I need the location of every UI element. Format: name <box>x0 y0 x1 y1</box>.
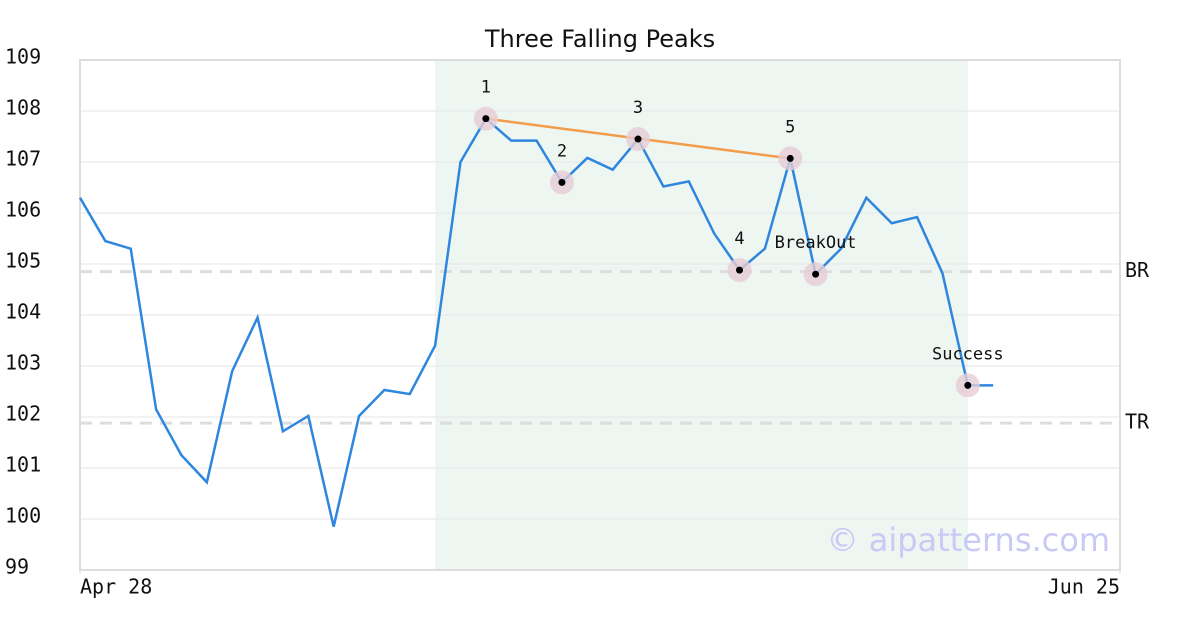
y-tick-label: 102 <box>5 402 41 426</box>
annotation-label: 5 <box>785 117 795 137</box>
y-tick-label: 109 <box>5 45 41 69</box>
price-line <box>78 116 994 527</box>
y-tick-label: 99 <box>5 555 29 579</box>
annotation-label: 4 <box>734 229 744 249</box>
y-tick-label: 106 <box>5 198 41 222</box>
y-tick-label: 100 <box>5 504 41 528</box>
watermark: © aipatterns.com <box>827 521 1110 559</box>
marker <box>786 154 794 162</box>
annotation-label: 1 <box>481 78 491 98</box>
y-tick-label: 105 <box>5 249 41 273</box>
annotation-label: Success <box>932 344 1004 364</box>
y-tick-label: 101 <box>5 453 41 477</box>
marker <box>964 381 972 389</box>
chart-title: Three Falling Peaks <box>484 25 715 53</box>
marker <box>736 266 744 274</box>
marker <box>634 135 642 143</box>
y-tick-label: 108 <box>5 96 41 120</box>
level-label: BR <box>1125 258 1150 282</box>
y-tick-label: 103 <box>5 351 41 375</box>
y-tick-label: 104 <box>5 300 41 324</box>
marker <box>482 115 490 123</box>
marker <box>558 178 566 186</box>
level-label: TR <box>1125 410 1150 434</box>
y-tick-label: 107 <box>5 147 41 171</box>
annotation-label: 3 <box>633 98 643 118</box>
plot-frame <box>79 59 1121 571</box>
marker <box>812 270 820 278</box>
x-tick-label: Jun 25 <box>1048 575 1120 599</box>
x-tick-label: Apr 28 <box>80 575 152 599</box>
annotation-label: BreakOut <box>775 233 857 253</box>
annotation-label: 2 <box>557 141 567 161</box>
